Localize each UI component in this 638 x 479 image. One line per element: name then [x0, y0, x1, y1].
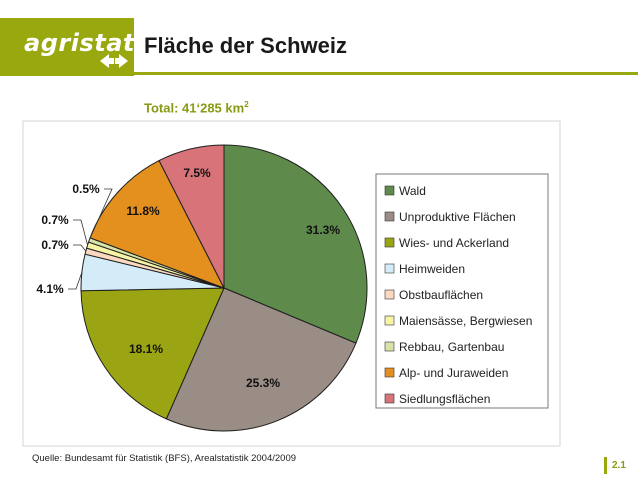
source-note: Quelle: Bundesamt für Statistik (BFS), A…	[32, 453, 297, 464]
logo-arrows-icon	[100, 54, 128, 68]
legend-label: Alp- und Juraweiden	[399, 366, 508, 380]
legend-label: Wies- und Ackerland	[399, 236, 509, 250]
data-label: 18.1%	[129, 342, 163, 356]
legend-label: Unproduktive Flächen	[399, 210, 516, 224]
legend-swatch	[384, 185, 395, 196]
legend-swatch	[384, 367, 395, 378]
subtitle-superscript: 2	[244, 100, 249, 109]
legend-swatch	[384, 211, 395, 222]
pie-slice	[223, 144, 368, 344]
legend-label: Rebbau, Gartenbau	[399, 340, 504, 354]
pie-slice	[80, 287, 225, 420]
legend-swatch	[384, 315, 395, 326]
data-label: 11.8%	[126, 204, 160, 218]
legend-label: Wald	[399, 184, 426, 198]
page-number-bar	[604, 457, 607, 474]
legend-label: Heimweiden	[399, 262, 465, 276]
legend-box	[375, 173, 549, 409]
legend-label: Siedlungsflächen	[399, 392, 490, 406]
data-label: 31.3%	[306, 223, 340, 237]
page-title: Fläche der Schweiz	[144, 33, 347, 58]
leader-line	[73, 219, 88, 246]
legend-swatch	[384, 289, 395, 300]
pie-slice	[165, 287, 357, 432]
data-label: 0.7%	[41, 238, 69, 252]
leader-line	[68, 272, 83, 290]
leader-line	[88, 188, 113, 241]
leader-line	[73, 244, 87, 252]
data-label: 0.7%	[41, 213, 69, 227]
data-label: 25.3%	[246, 376, 280, 390]
legend-swatch	[384, 237, 395, 248]
logo-text: agristat	[24, 29, 135, 57]
legend-swatch	[384, 263, 395, 274]
page-number: 2.1	[612, 460, 626, 471]
subtitle-text: Total: 41‘285 km	[144, 100, 245, 116]
subtitle: Total: 41‘285 km2	[144, 100, 249, 115]
legend-swatch	[384, 393, 395, 404]
legend-label: Obstbauflächen	[399, 288, 483, 302]
title-rule	[134, 72, 638, 75]
data-label: 4.1%	[36, 282, 64, 296]
data-label: 0.5%	[72, 182, 100, 196]
pie-slice	[158, 144, 225, 289]
data-label: 7.5%	[183, 166, 211, 180]
agristat-logo: agristat	[0, 18, 134, 76]
legend-swatch	[384, 341, 395, 352]
legend-label: Maiensässe, Bergwiesen	[399, 314, 532, 328]
